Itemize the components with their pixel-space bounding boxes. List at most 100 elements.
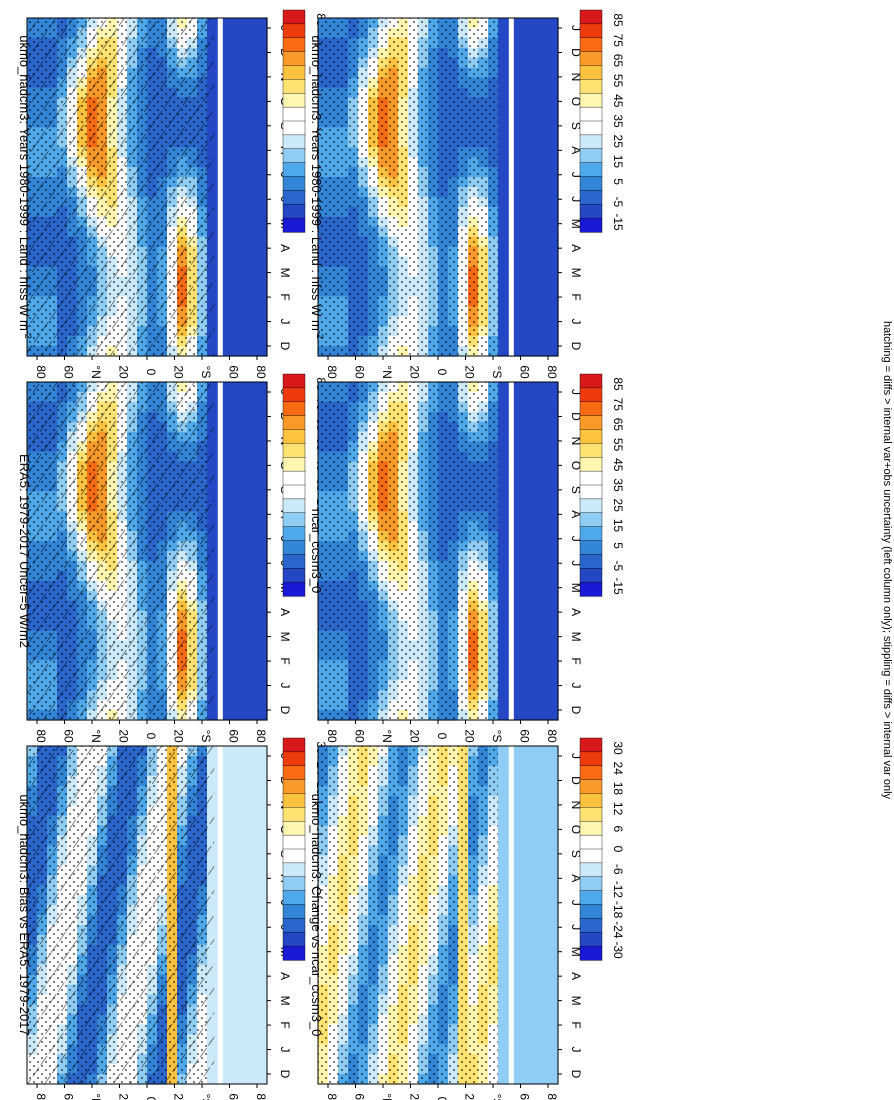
hatch-overlay xyxy=(27,18,215,356)
heatmap-cell xyxy=(237,326,248,337)
heatmap-cell xyxy=(548,746,559,757)
panel-title-text: ncar_ccsm3_0 xyxy=(309,509,324,594)
heatmap-cell xyxy=(257,37,268,49)
heatmap-cell xyxy=(528,620,539,632)
heatmap-cell xyxy=(257,421,268,433)
heatmap-cell xyxy=(247,1044,258,1055)
colorbar-swatch xyxy=(282,779,306,795)
heatmap-cell xyxy=(247,157,258,168)
heatmap-cell xyxy=(498,431,509,443)
heatmap-cell xyxy=(237,27,248,39)
heatmap-cell xyxy=(518,481,529,492)
heatmap-cell xyxy=(237,236,248,248)
heatmap-cell xyxy=(257,127,268,138)
heatmap-cell xyxy=(518,187,529,198)
lat-tick-labels: 80 60 °N 20 0 20 °S 60 80 xyxy=(34,356,268,379)
heatmap-cell xyxy=(548,610,559,622)
panel-row-1: ukmo_hadcm3: Years 1980-1999 : Land : hf… xyxy=(17,9,625,379)
heatmap-cell xyxy=(237,795,248,807)
heatmap-cell xyxy=(528,411,539,423)
heatmap-cell xyxy=(528,835,539,847)
lat-tick-label: 80 xyxy=(34,729,48,743)
heatmap-cell xyxy=(237,610,248,622)
heatmap-cell xyxy=(548,710,559,721)
colorbar-swatch xyxy=(282,23,306,39)
lat-tick-label: °S xyxy=(199,1094,213,1100)
month-tick-label: A xyxy=(569,146,583,154)
heatmap-cell xyxy=(247,461,258,473)
colorbar-tick-label: 5 xyxy=(611,178,625,185)
heatmap-cell xyxy=(528,491,539,502)
colorbar-swatch xyxy=(282,512,306,528)
heatmap-cell xyxy=(528,441,539,453)
colorbar-swatch xyxy=(282,470,306,486)
heatmap-cell xyxy=(257,236,268,248)
heatmap-cell xyxy=(538,560,549,572)
month-tick-label: O xyxy=(569,461,583,470)
heatmap-cell xyxy=(538,875,549,886)
heatmap-cell xyxy=(528,107,539,119)
heatmap-cell xyxy=(498,835,509,847)
heatmap-cell xyxy=(227,177,238,188)
heatmap-cell xyxy=(528,67,539,79)
heatmap-cell xyxy=(247,994,258,1006)
heatmap-cell xyxy=(237,690,248,701)
colorbar-tick-label: -5 xyxy=(611,560,625,571)
heatmap-cell xyxy=(227,286,238,297)
heatmap-cell xyxy=(247,964,258,976)
heatmap-cell xyxy=(227,316,238,327)
colorbar-swatch xyxy=(282,429,306,444)
lat-tick-label: 20 xyxy=(172,1093,186,1100)
heatmap-cell xyxy=(237,905,248,916)
heatmap-cell xyxy=(548,401,559,413)
heatmap-cell xyxy=(528,746,539,757)
heatmap-cell xyxy=(237,590,248,602)
heatmap-cell xyxy=(257,461,268,473)
heatmap-cell xyxy=(538,825,549,837)
heatmap-cell xyxy=(538,167,549,178)
heatmap-cell xyxy=(548,336,559,347)
heatmap-cell xyxy=(237,815,248,827)
heatmap-cell xyxy=(518,670,529,681)
heatmap-cell xyxy=(227,511,238,522)
heatmap-cell xyxy=(227,246,238,258)
heatmap-cell xyxy=(548,511,559,522)
heatmap-cell xyxy=(548,521,559,532)
heatmap-cell xyxy=(518,451,529,463)
heatmap-cell xyxy=(548,835,559,847)
heatmap-cell xyxy=(247,785,258,797)
heatmap-cell xyxy=(257,855,268,866)
heatmap-cell xyxy=(498,18,509,29)
heatmap-cell xyxy=(548,296,559,307)
heatmap-cell xyxy=(247,481,258,492)
heatmap-cell xyxy=(257,316,268,327)
heatmap-cell xyxy=(257,107,268,119)
heatmap-cell xyxy=(528,382,539,393)
heatmap-cell xyxy=(498,710,509,721)
colorbar-swatch xyxy=(579,106,603,122)
heatmap-cell xyxy=(518,915,529,926)
heatmap-cell xyxy=(518,206,529,218)
heatmap-cell xyxy=(247,590,258,602)
colorbar-swatch xyxy=(579,387,603,403)
heatmap-cell xyxy=(528,246,539,258)
heatmap-cell xyxy=(498,610,509,622)
heatmap-cell xyxy=(538,610,549,622)
heatmap-cell xyxy=(227,994,238,1006)
lat-tick-label: 80 xyxy=(254,365,268,379)
heatmap-cell xyxy=(237,994,248,1006)
heatmap-cell xyxy=(548,580,559,592)
heatmap-cell xyxy=(518,401,529,413)
heatmap-cell xyxy=(538,855,549,866)
heatmap-cell xyxy=(528,755,539,767)
heatmap-cell xyxy=(528,805,539,817)
colorbar-swatch xyxy=(282,737,306,753)
heatmap-cell xyxy=(257,640,268,652)
heatmap-cell xyxy=(538,77,549,89)
heatmap-cell xyxy=(498,346,509,357)
heatmap-cell xyxy=(548,206,559,218)
heatmap-cell xyxy=(518,570,529,582)
heatmap-cell xyxy=(247,1054,258,1065)
heatmap-cell xyxy=(257,481,268,492)
